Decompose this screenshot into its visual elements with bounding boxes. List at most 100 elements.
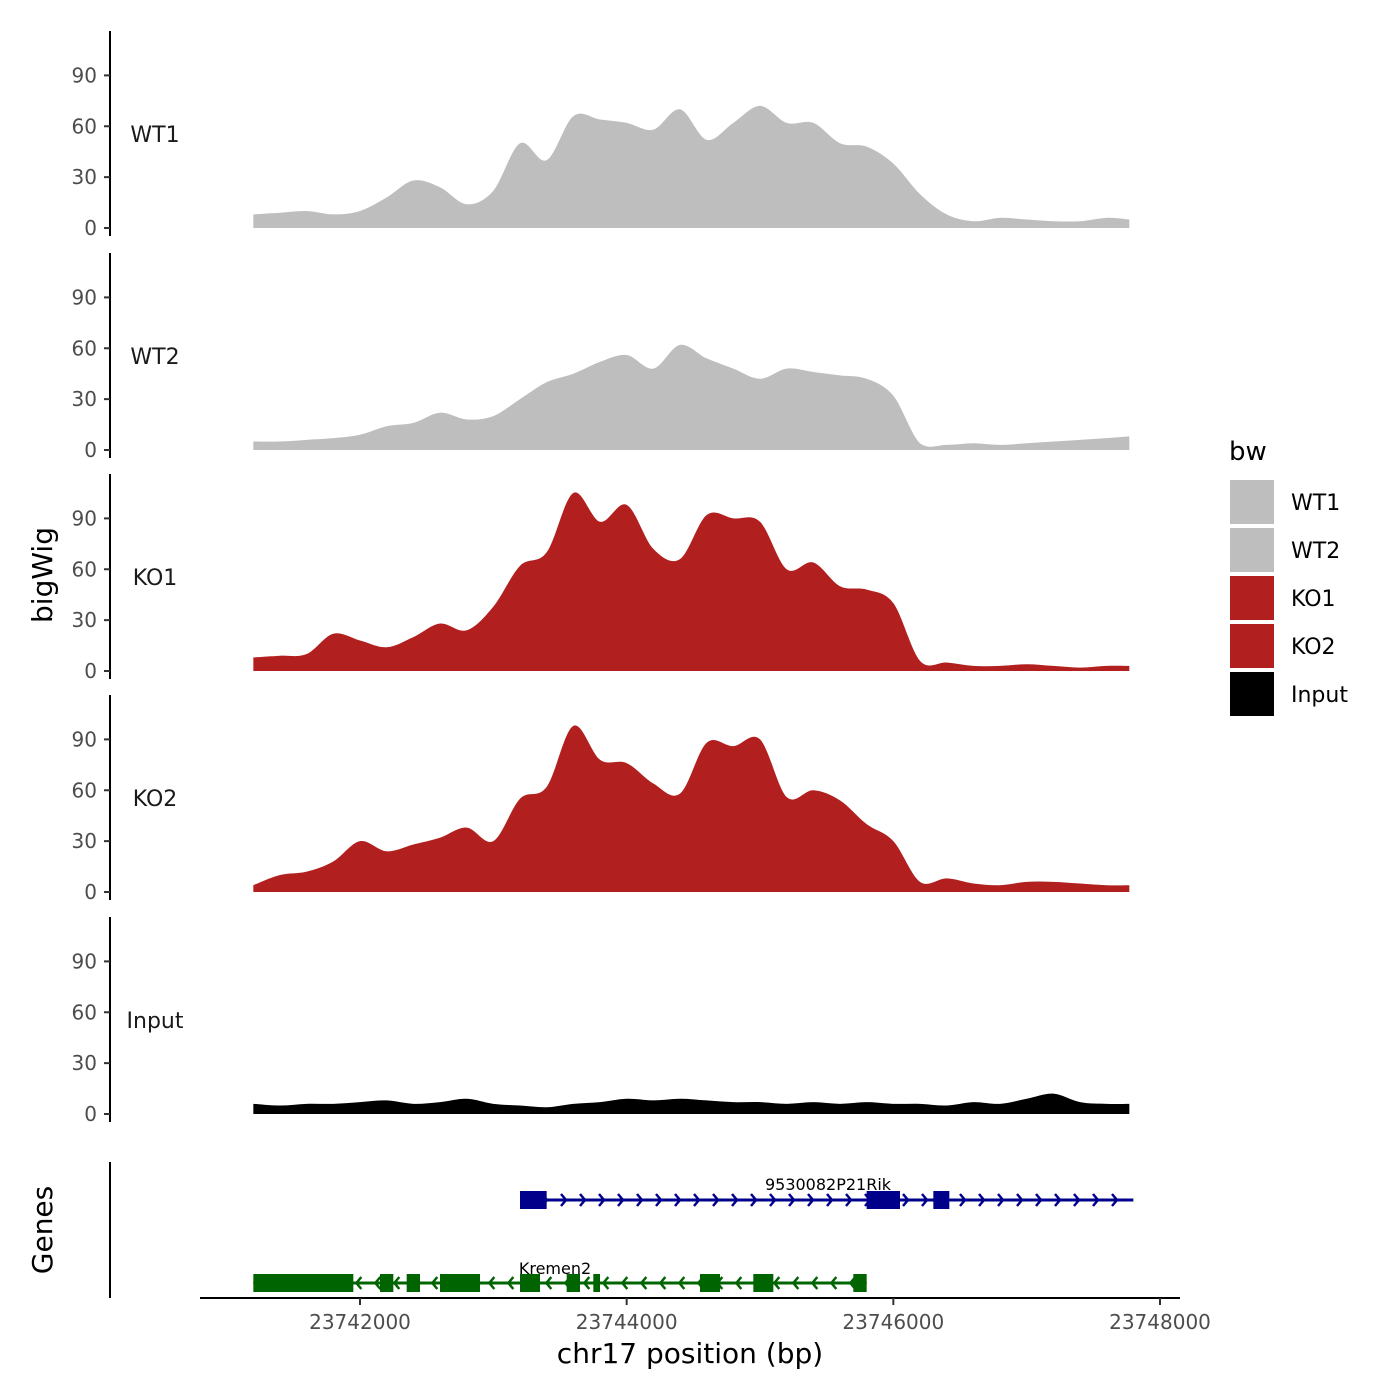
strand-arrow xyxy=(620,1276,629,1290)
y-tick-label: 90 xyxy=(72,506,97,530)
strand-arrow xyxy=(731,1193,739,1207)
track-label: KO2 xyxy=(133,787,178,812)
strand-arrow xyxy=(959,1193,967,1207)
legend-key-input xyxy=(1230,672,1274,716)
strand-arrow xyxy=(734,1276,743,1290)
strand-arrow xyxy=(826,1193,834,1207)
track-ko2: 0 30 60 90 KO2 xyxy=(72,695,1130,904)
strand-arrow xyxy=(772,1276,781,1290)
strand-arrow xyxy=(639,1276,648,1290)
strand-arrow xyxy=(791,1276,800,1290)
gene-exon xyxy=(253,1274,354,1292)
strand-arrow xyxy=(487,1276,496,1290)
y-tick-label: 30 xyxy=(72,387,97,411)
y-tick-label: 60 xyxy=(72,336,97,360)
y-tick-label: 90 xyxy=(72,285,97,309)
strand-arrow xyxy=(617,1193,625,1207)
legend-key-ko2 xyxy=(1230,624,1274,668)
genes-panel-label: Genes xyxy=(26,1186,59,1274)
y-tick-label: 0 xyxy=(84,438,97,462)
coverage-tracks: 0 30 60 90 WT1 0 30 60 90 WT2 0 30 60 90 KO1 0 30 60 90 KO2… xyxy=(72,31,1130,1126)
gene-name-label: Kremen2 xyxy=(519,1259,591,1278)
strand-arrow xyxy=(560,1193,568,1207)
legend-key-wt1 xyxy=(1230,480,1274,524)
strand-arrow xyxy=(601,1276,610,1290)
y-tick-label: 90 xyxy=(72,727,97,751)
gene-exon xyxy=(520,1191,547,1209)
track-label: WT2 xyxy=(130,345,179,370)
strand-arrow xyxy=(1016,1193,1024,1207)
y-tick-label: 30 xyxy=(72,1051,97,1075)
gene-exon xyxy=(866,1191,900,1209)
gene-exon xyxy=(933,1191,950,1209)
legend-title: bw xyxy=(1229,437,1267,467)
strand-arrow xyxy=(921,1193,929,1207)
coverage-area-wt2 xyxy=(253,344,1130,450)
coverage-area-ko2 xyxy=(253,725,1130,892)
gene-exon xyxy=(700,1274,720,1292)
strand-arrow xyxy=(829,1276,838,1290)
gene-exon xyxy=(440,1274,480,1292)
legend-label-wt1: WT1 xyxy=(1291,491,1340,516)
y-tick-label: 0 xyxy=(84,659,97,683)
gene-exon xyxy=(406,1274,420,1292)
strand-arrow xyxy=(769,1193,777,1207)
strand-arrow xyxy=(392,1276,401,1290)
legend-label-wt2: WT2 xyxy=(1291,539,1340,564)
y-tick-label: 30 xyxy=(72,829,97,853)
strand-arrow xyxy=(1073,1193,1081,1207)
x-tick-label: 23744000 xyxy=(576,1310,678,1334)
track-input: 0 30 60 90 Input xyxy=(72,917,1130,1126)
strand-arrow xyxy=(506,1276,515,1290)
strand-arrow xyxy=(1111,1193,1119,1207)
strand-arrow xyxy=(902,1193,910,1207)
track-wt1: 0 30 60 90 WT1 xyxy=(72,31,1130,240)
strand-arrow xyxy=(582,1276,591,1290)
gene-exon xyxy=(566,1274,580,1292)
strand-arrow xyxy=(354,1276,363,1290)
legend-key-wt2 xyxy=(1230,528,1274,572)
y-axis-title: bigWig xyxy=(26,527,59,623)
strand-arrow xyxy=(845,1193,853,1207)
y-tick-label: 0 xyxy=(84,216,97,240)
strand-arrow xyxy=(810,1276,819,1290)
legend-label-ko2: KO2 xyxy=(1291,635,1336,660)
gene-exon xyxy=(853,1274,867,1292)
track-label: KO1 xyxy=(133,566,178,591)
gene-exon xyxy=(753,1274,774,1292)
strand-arrow xyxy=(430,1276,439,1290)
strand-arrow xyxy=(677,1276,686,1290)
track-ko1: 0 30 60 90 KO1 xyxy=(72,474,1130,683)
y-tick-label: 30 xyxy=(72,608,97,632)
coverage-area-input xyxy=(253,1093,1130,1114)
coverage-area-wt1 xyxy=(253,105,1130,228)
y-tick-label: 0 xyxy=(84,880,97,904)
x-tick-label: 23742000 xyxy=(309,1310,411,1334)
strand-arrow xyxy=(997,1193,1005,1207)
strand-arrow xyxy=(658,1276,667,1290)
gene-kremen2: Kremen2 xyxy=(253,1259,867,1292)
strand-arrow xyxy=(1035,1193,1043,1207)
y-tick-label: 0 xyxy=(84,1102,97,1126)
strand-arrow xyxy=(693,1193,701,1207)
legend-label-ko1: KO1 xyxy=(1291,587,1336,612)
x-axis: 23742000 23744000 23746000 23748000 xyxy=(200,1297,1211,1334)
y-tick-label: 30 xyxy=(72,165,97,189)
strand-arrow xyxy=(598,1193,606,1207)
strand-arrow xyxy=(788,1193,796,1207)
strand-arrow xyxy=(1054,1193,1062,1207)
x-tick-label: 23746000 xyxy=(842,1310,944,1334)
gene-track: 9530082P21Rik Kremen2 xyxy=(109,1162,1134,1298)
strand-arrow xyxy=(373,1276,382,1290)
y-tick-label: 90 xyxy=(72,949,97,973)
gene-exon xyxy=(520,1274,540,1292)
y-tick-label: 60 xyxy=(72,557,97,581)
legend-label-input: Input xyxy=(1291,683,1348,708)
strand-arrow xyxy=(807,1193,815,1207)
strand-arrow xyxy=(1092,1193,1100,1207)
strand-arrow xyxy=(579,1193,587,1207)
track-label: Input xyxy=(127,1009,184,1034)
strand-arrow xyxy=(978,1193,986,1207)
y-tick-label: 60 xyxy=(72,114,97,138)
